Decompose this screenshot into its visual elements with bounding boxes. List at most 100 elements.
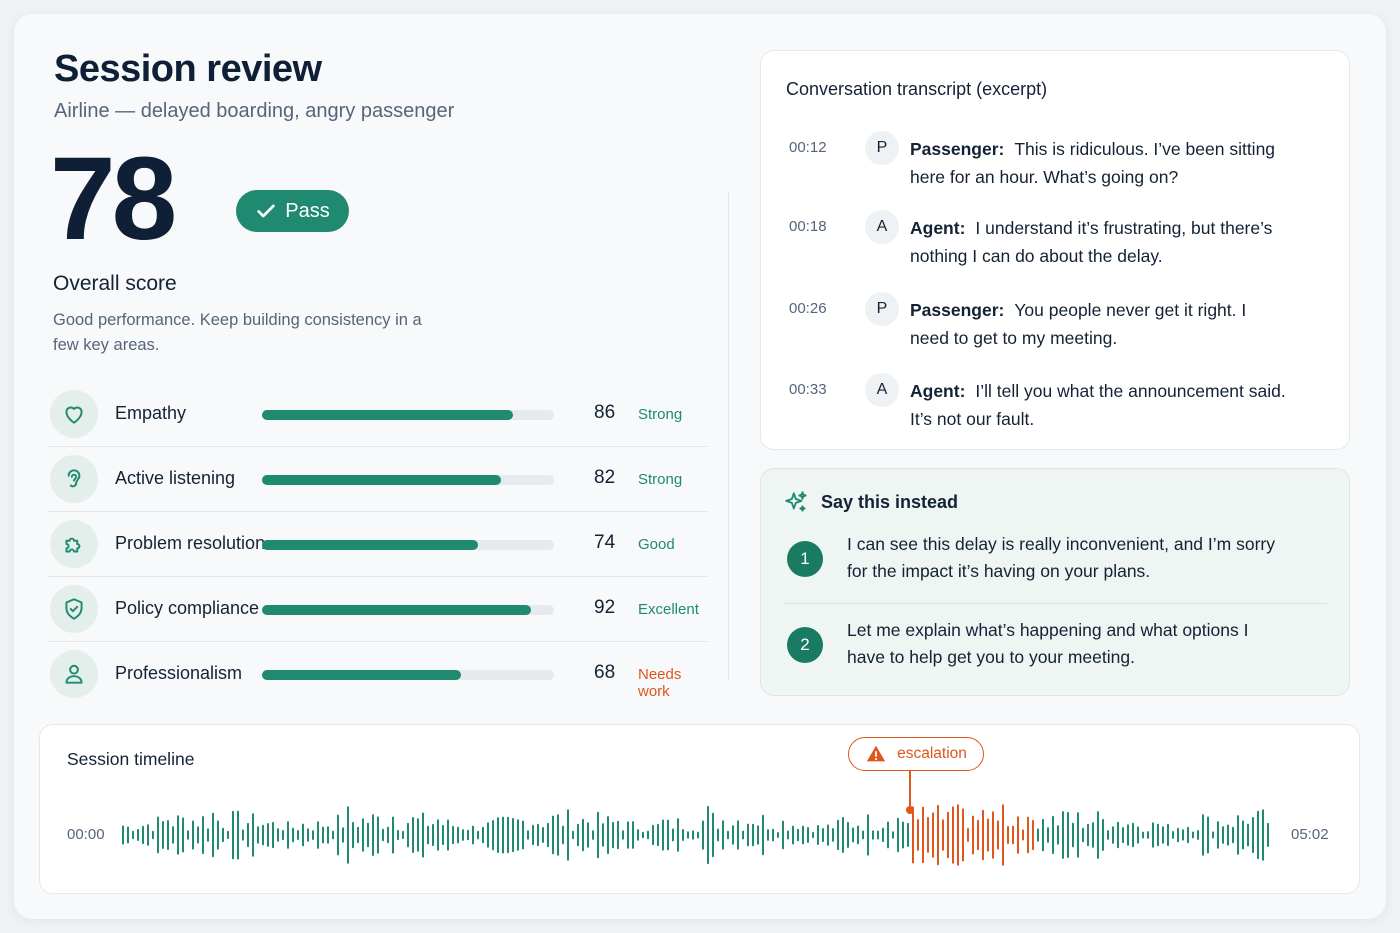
audio-waveform[interactable] xyxy=(120,795,1270,875)
timeline-end-time: 05:02 xyxy=(1291,826,1329,843)
waveform-bar xyxy=(672,828,674,842)
waveform-bar xyxy=(352,821,354,849)
waveform-bar xyxy=(562,825,564,845)
waveform-bar xyxy=(697,831,699,839)
waveform-bar xyxy=(1167,823,1169,847)
waveform-bar xyxy=(882,827,884,843)
waveform-bar xyxy=(202,816,204,855)
waveform-bar xyxy=(797,828,799,842)
waveform-bar xyxy=(1072,822,1074,848)
waveform-bar xyxy=(1077,812,1079,858)
waveform-bar xyxy=(427,825,429,845)
waveform-bar xyxy=(1242,820,1244,850)
waveform-bar xyxy=(287,821,289,849)
waveform-bar xyxy=(757,825,759,845)
suggestions-title: Say this instead xyxy=(821,491,959,512)
speaker-avatar: A xyxy=(865,210,899,244)
waveform-bar xyxy=(917,819,919,851)
waveform-bar xyxy=(937,804,939,866)
waveform-bar xyxy=(212,812,214,858)
transcript-text: Passenger: You people never get it right.… xyxy=(910,296,1290,352)
metric-row-empathy[interactable]: Empathy 86 Strong xyxy=(48,382,708,447)
waveform-bar xyxy=(627,821,629,849)
metric-bar-fill xyxy=(262,475,502,485)
waveform-bar xyxy=(357,826,359,844)
metric-rating: Needs work xyxy=(638,666,682,700)
waveform-bar xyxy=(552,815,554,855)
waveform-bar xyxy=(1262,809,1264,861)
waveform-bar xyxy=(1197,830,1199,840)
escalation-marker-dot[interactable] xyxy=(906,806,914,814)
waveform-bar xyxy=(137,828,139,841)
waveform-bar xyxy=(1087,823,1089,847)
waveform-bar xyxy=(362,818,364,852)
waveform-bar xyxy=(652,824,654,846)
waveform-bar xyxy=(247,822,249,848)
waveform-bar xyxy=(452,825,454,845)
waveform-bar xyxy=(342,827,344,843)
metric-label: Policy compliance xyxy=(115,598,260,618)
waveform-bar xyxy=(1207,816,1209,854)
waveform-bar xyxy=(292,827,294,843)
waveform-bar xyxy=(272,821,274,849)
waveform-bar xyxy=(632,821,634,849)
waveform-bar xyxy=(197,826,199,844)
waveform-bar xyxy=(852,827,854,843)
waveform-bar xyxy=(957,804,959,866)
waveform-bar xyxy=(217,820,219,850)
metric-row-policy-compliance[interactable]: Policy compliance 92 Excellent xyxy=(48,577,708,642)
waveform-bar xyxy=(952,806,954,864)
waveform-bar xyxy=(942,819,944,851)
speaker-name: Passenger: xyxy=(910,300,1005,320)
waveform-bar xyxy=(337,814,339,856)
transcript-panel: Conversation transcript (excerpt) 00:12 … xyxy=(760,50,1350,450)
waveform-bar xyxy=(717,828,719,842)
waveform-bar xyxy=(382,828,384,842)
waveform-bar xyxy=(557,814,559,856)
waveform-bar xyxy=(847,822,849,848)
waveform-bar xyxy=(527,830,529,840)
waveform-bar xyxy=(707,805,709,865)
waveform-bar xyxy=(237,810,239,860)
escalation-marker-label[interactable]: escalation xyxy=(848,737,984,771)
waveform-bar xyxy=(727,830,729,840)
puzzle-icon xyxy=(50,520,98,568)
waveform-bar xyxy=(667,819,669,851)
metric-row-professionalism[interactable]: Professionalism 68 Needs work xyxy=(48,642,708,707)
metric-row-active-listening[interactable]: Active listening 82 Strong xyxy=(48,447,708,512)
metric-bar-track xyxy=(262,670,554,680)
waveform-bar xyxy=(807,827,809,843)
waveform-bar xyxy=(1177,827,1179,843)
waveform-bar xyxy=(1217,821,1219,849)
waveform-bar xyxy=(692,830,694,840)
waveform-bar xyxy=(747,823,749,847)
waveform-bar xyxy=(1162,826,1164,844)
waveform-bar xyxy=(147,824,149,846)
waveform-bar xyxy=(1127,824,1129,846)
waveform-bar xyxy=(1147,831,1149,839)
suggestion-text: I can see this delay is really inconveni… xyxy=(847,534,1275,581)
waveform-bar xyxy=(997,820,999,850)
waveform-bar xyxy=(297,830,299,840)
waveform-bar xyxy=(232,810,234,860)
page-title: Session review xyxy=(54,48,322,90)
waveform-bar xyxy=(1037,828,1039,842)
metric-rating: Good xyxy=(638,536,675,553)
metric-label: Professionalism xyxy=(115,663,243,683)
waveform-bar xyxy=(127,826,129,844)
waveform-bar xyxy=(367,822,369,848)
waveform-bar xyxy=(1002,804,1004,866)
metric-label: Empathy xyxy=(115,403,187,423)
waveform-bar xyxy=(1092,822,1094,848)
timeline-start-time: 00:00 xyxy=(67,826,105,843)
waveform-bar xyxy=(642,831,644,839)
waveform-bar xyxy=(1132,822,1134,848)
waveform-bar xyxy=(687,831,689,839)
metric-row-problem-resolution[interactable]: Problem resolution 74 Good xyxy=(48,512,708,577)
waveform-bar xyxy=(567,809,569,861)
waveform-bar xyxy=(842,817,844,853)
waveform-bar xyxy=(372,814,374,856)
waveform-bar xyxy=(897,817,899,853)
waveform-bar xyxy=(662,819,664,851)
waveform-bar xyxy=(252,813,254,857)
